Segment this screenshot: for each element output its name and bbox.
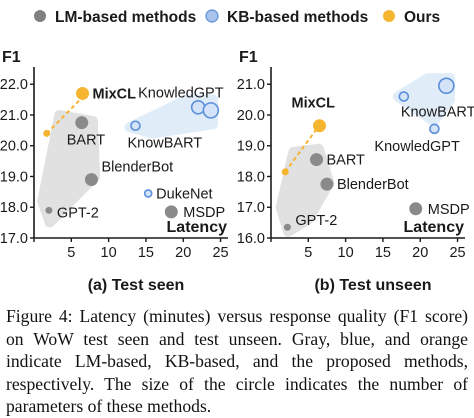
panel-test-seen: 17.0 18.0 19.0 20.0 21.0 22.0 5 10 15 20 25 F1 Laten… xyxy=(0,49,229,294)
x-tick-label: 20 xyxy=(412,245,428,261)
y-tick-label: 18.0 xyxy=(0,200,28,216)
data-point-gpt-2 xyxy=(45,206,53,214)
point-label: MixCL xyxy=(292,96,336,112)
panel-subtitle: (a) Test seen xyxy=(88,277,185,294)
panel-subtitle: (b) Test unseen xyxy=(314,277,431,294)
data-point-knowbart xyxy=(130,120,141,132)
y-axis-label: F1 xyxy=(2,49,21,66)
y-tick-label: 18.0 xyxy=(237,169,265,185)
data-point-bart xyxy=(310,153,324,167)
y-tick-label: 17.0 xyxy=(237,200,265,216)
data-point-knowledgpt xyxy=(429,123,440,135)
data-point-ours xyxy=(43,129,51,137)
data-point-dukenet xyxy=(143,189,153,198)
data-point-kb xyxy=(202,102,220,119)
x-tick-label: 5 xyxy=(304,245,312,261)
point-label: KnowBART xyxy=(401,105,474,121)
legend: LM-based methods KB-based methods Ours xyxy=(34,9,440,26)
data-point-msdp xyxy=(164,205,178,219)
point-label: DukeNet xyxy=(156,186,212,202)
data-point-msdp xyxy=(409,202,423,216)
x-tick-label: 15 xyxy=(138,245,154,261)
point-label: KnowledGPT xyxy=(138,85,224,101)
x-tick-label: 5 xyxy=(67,245,75,261)
x-axis-label: Latency xyxy=(167,219,228,236)
legend-marker-kb xyxy=(205,9,219,23)
point-label: BART xyxy=(67,133,106,149)
x-tick-label: 15 xyxy=(375,245,391,261)
y-tick-label: 21.0 xyxy=(0,108,28,124)
panel-test-unseen: 16.0 17.0 18.0 19.0 20.0 21.0 5 10 15 20 25 F1 Laten… xyxy=(237,49,474,294)
legend-marker-ours xyxy=(383,10,395,22)
x-axis-label: Latency xyxy=(404,219,465,236)
y-tick-label: 16.0 xyxy=(237,231,265,247)
y-tick-label: 20.0 xyxy=(237,108,265,124)
data-point-kb xyxy=(438,77,455,95)
point-label: MSDP xyxy=(183,205,225,221)
point-label: MixCL xyxy=(93,86,137,102)
point-label: BlenderBot xyxy=(101,160,173,176)
x-tick-label: 25 xyxy=(212,245,228,261)
data-point-knowbart xyxy=(398,91,410,102)
legend-label-kb: KB-based methods xyxy=(227,9,368,26)
ours-connector-line xyxy=(284,123,322,173)
point-label: GPT-2 xyxy=(57,205,99,221)
data-point-blenderbot xyxy=(84,173,98,187)
data-point-gpt-2 xyxy=(283,223,291,231)
x-tick-label: 20 xyxy=(175,245,191,261)
figure-caption: Figure 4: Latency (minutes) versus respo… xyxy=(6,306,468,416)
y-tick-label: 19.0 xyxy=(237,139,265,155)
legend-label-ours: Ours xyxy=(404,9,440,26)
figure: LM-based methods KB-based methods Ours 1… xyxy=(0,9,474,294)
data-point-bart xyxy=(75,116,89,130)
x-tick-label: 25 xyxy=(449,245,465,261)
legend-marker-lm xyxy=(34,10,46,22)
data-point-mixcl xyxy=(76,86,89,100)
y-tick-label: 22.0 xyxy=(0,77,28,93)
point-label: BlenderBot xyxy=(337,177,409,193)
y-tick-label: 21.0 xyxy=(237,77,265,93)
point-label: BART xyxy=(327,153,366,169)
x-tick-label: 10 xyxy=(338,245,354,261)
y-tick-label: 17.0 xyxy=(0,231,28,247)
x-tick-label: 10 xyxy=(101,245,117,261)
y-tick-label: 19.0 xyxy=(0,169,28,185)
y-axis-label: F1 xyxy=(239,49,258,66)
point-label: MSDP xyxy=(428,202,470,218)
ours-connector-line xyxy=(45,92,87,135)
data-point-mixcl xyxy=(313,119,326,133)
legend-label-lm: LM-based methods xyxy=(55,9,196,26)
data-point-blenderbot xyxy=(320,177,334,191)
data-point-ours xyxy=(281,168,289,176)
point-label: KnowledGPT xyxy=(374,139,460,155)
y-tick-label: 20.0 xyxy=(0,139,28,155)
point-label: GPT-2 xyxy=(295,213,337,229)
point-label: KnowBART xyxy=(127,136,202,152)
